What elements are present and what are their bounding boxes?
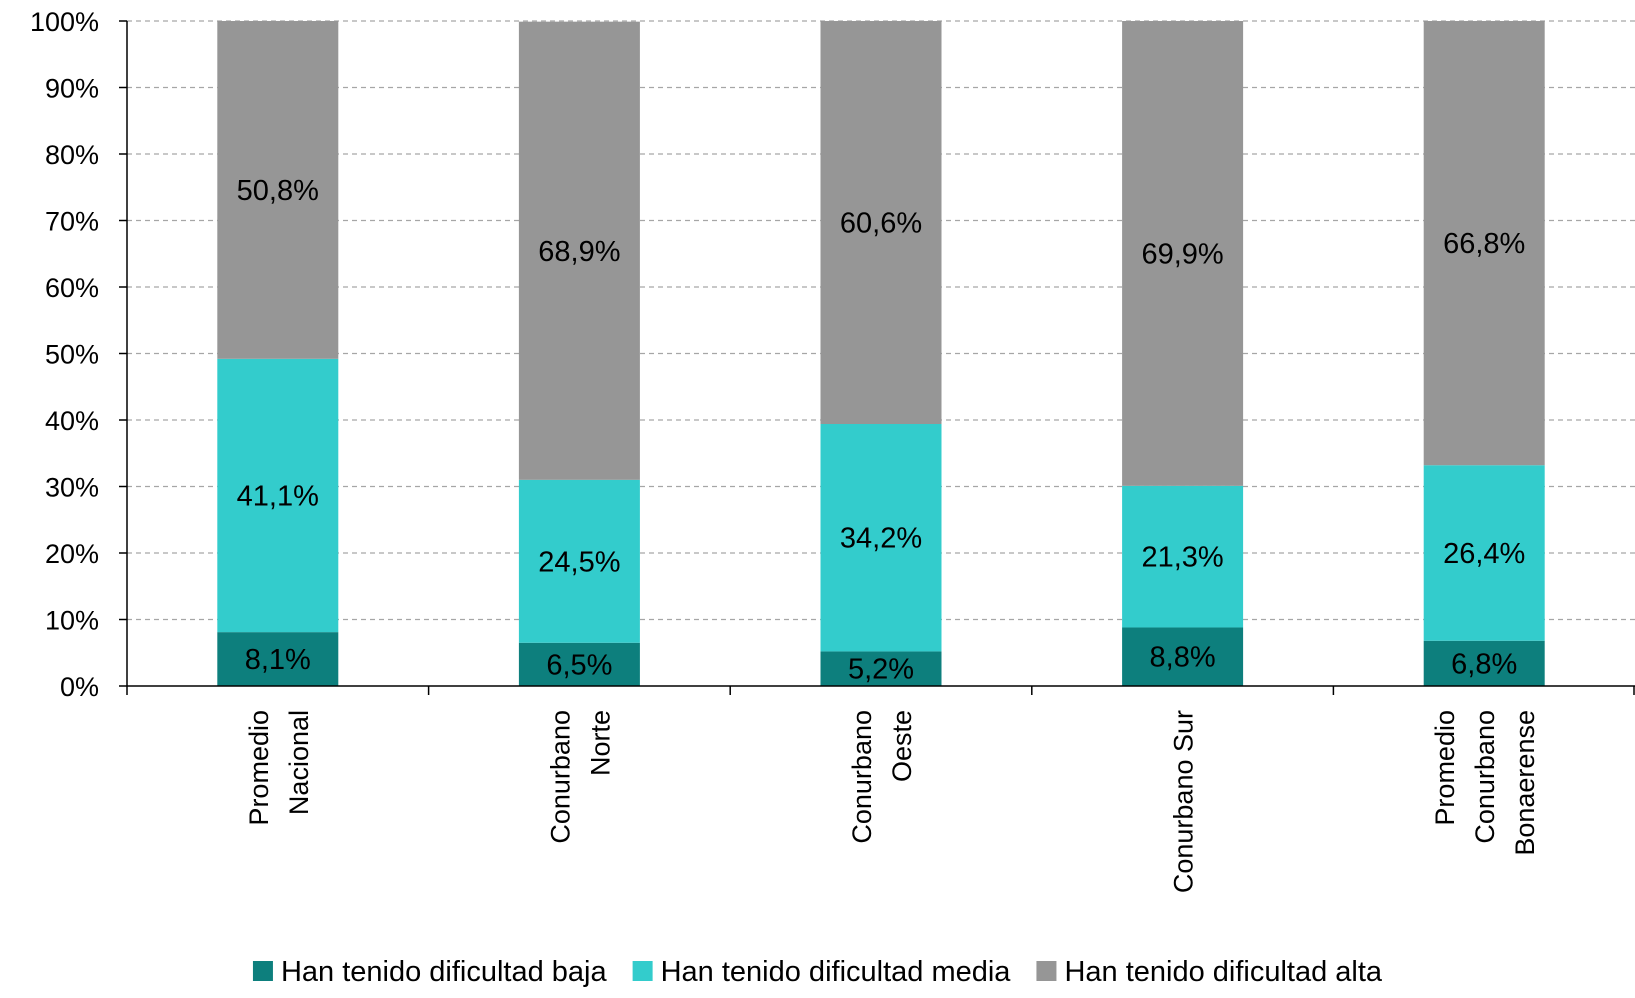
data-label: 26,4% [1443, 538, 1525, 570]
bar-segment [217, 21, 339, 359]
y-tick-label: 60% [45, 273, 99, 303]
y-tick-label: 0% [60, 672, 99, 702]
legend-swatch [632, 961, 653, 981]
bar-segment [1423, 21, 1545, 466]
legend: Han tenido dificultad baja Han tenido dif… [252, 956, 1383, 988]
bar-segment [1423, 640, 1545, 686]
legend-swatch [1036, 961, 1057, 981]
bars: 8,1% 41,1% 50,8% 6,5% 24,5% 68,9% 5,2% 34,2% 60,… [217, 21, 1545, 686]
y-tick-label: 40% [45, 406, 99, 436]
data-label: 68,9% [538, 236, 620, 268]
y-tick-label: 10% [45, 606, 99, 636]
data-label: 60,6% [840, 207, 922, 239]
legend-label: Han tenido dificultad baja [281, 956, 608, 988]
y-tick-label: 50% [45, 340, 99, 370]
bar-segment [217, 358, 339, 633]
bar-segment [820, 651, 942, 686]
bar-segment [217, 632, 339, 686]
data-label: 66,8% [1443, 228, 1525, 260]
legend-label: Han tenido dificultad media [661, 956, 1012, 988]
x-category-label: Conurbano [1470, 710, 1500, 844]
x-category-label: Promedio [1430, 710, 1460, 826]
bar-segment [1122, 485, 1244, 628]
x-category-label: Norte [585, 710, 615, 776]
data-label: 50,8% [237, 175, 319, 207]
data-label: 21,3% [1141, 542, 1223, 574]
data-label: 6,5% [546, 649, 612, 681]
bar-segment [518, 21, 640, 480]
y-tick-label: 80% [45, 140, 99, 170]
x-category-label: Conurbano [847, 710, 877, 844]
y-tick-label: 70% [45, 207, 99, 237]
y-tick-label: 20% [45, 539, 99, 569]
x-category-label: Nacional [284, 710, 314, 815]
x-category-label: Conurbano [545, 710, 575, 844]
y-tick-label: 90% [45, 74, 99, 104]
bar-segment [1122, 21, 1244, 486]
data-label: 8,1% [245, 644, 311, 676]
data-label: 34,2% [840, 523, 922, 555]
bar-segment [1423, 465, 1545, 641]
y-axis: 0% 10% 20% 30% 40% 50% 60% 70% 80% 90% 100% [30, 7, 128, 702]
y-tick-label: 100% [30, 7, 99, 37]
bar-segment [820, 21, 942, 424]
data-label: 5,2% [848, 654, 914, 686]
bar-segment [1122, 627, 1244, 686]
x-category-label: Promedio [244, 710, 274, 826]
y-tick-label: 30% [45, 473, 99, 503]
data-label: 6,8% [1451, 648, 1517, 680]
data-label: 24,5% [538, 546, 620, 578]
legend-swatch [252, 961, 273, 981]
data-label: 8,8% [1150, 642, 1216, 674]
x-category-label: Bonaerense [1510, 710, 1540, 856]
data-label: 41,1% [237, 480, 319, 512]
bar-segment [518, 479, 640, 643]
legend-label: Han tenido dificultad alta [1064, 956, 1382, 988]
bar-segment [820, 423, 942, 652]
x-category-label: Oeste [887, 710, 917, 782]
x-axis: Promedio Nacional Conurbano Norte Conurbano O… [126, 685, 1635, 893]
data-label: 69,9% [1141, 238, 1223, 270]
x-category-label: Conurbano Sur [1169, 710, 1199, 893]
bar-segment [518, 642, 640, 686]
